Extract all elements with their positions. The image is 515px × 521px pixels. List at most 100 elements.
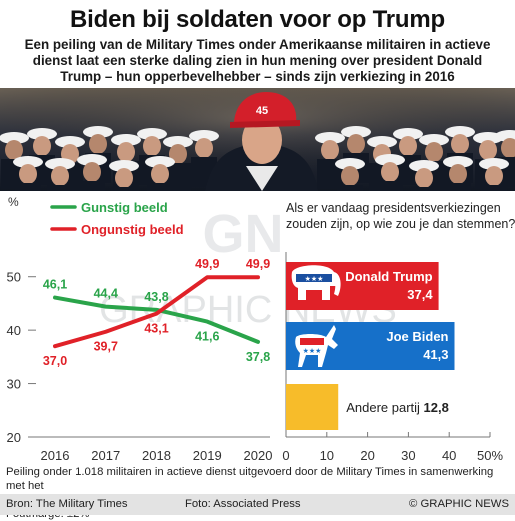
cadet-cap bbox=[445, 126, 475, 138]
footnote-line: Peiling onder 1.018 militairen in actiev… bbox=[6, 466, 494, 492]
cadet-face bbox=[485, 166, 503, 186]
cadet-face bbox=[195, 138, 213, 158]
x-tick-label: 2018 bbox=[142, 448, 171, 463]
subtitle-line: dienst laat een sterke daling zien in hu… bbox=[32, 53, 483, 68]
y-axis-label: % bbox=[8, 195, 19, 209]
cadet-cap bbox=[335, 158, 365, 170]
data-label: 41,6 bbox=[195, 330, 219, 344]
copyright: © GRAPHIC NEWS bbox=[409, 498, 509, 510]
cadet-face bbox=[341, 166, 359, 186]
bar-x-tick-label: 30 bbox=[401, 448, 415, 463]
y-tick-label: 40 bbox=[7, 323, 21, 338]
donkey-stripe bbox=[300, 338, 324, 345]
photo-credit: Foto: Associated Press bbox=[185, 498, 301, 510]
cadet-cap bbox=[409, 160, 439, 172]
svg-text:GN: GN bbox=[203, 204, 284, 264]
donkey-stars: ★★★ bbox=[303, 347, 322, 355]
cadet-cap bbox=[315, 132, 345, 144]
cadet-uniform bbox=[47, 185, 73, 191]
series-line-ongunstig bbox=[53, 275, 260, 349]
democrat-donkey-icon: ★★★ bbox=[295, 325, 338, 367]
bar-chart-bars: Donald Trump 37,4 Joe Biden 41,3 Andere part… bbox=[286, 262, 455, 430]
photo-cadets-crowd: 45 bbox=[0, 88, 515, 191]
cadet-uniform bbox=[147, 183, 173, 191]
cadet-face bbox=[115, 168, 133, 188]
x-tick-label: 2019 bbox=[193, 448, 222, 463]
cadet-uniform bbox=[411, 187, 437, 191]
cadet-uniform bbox=[111, 187, 137, 191]
cadet-cap bbox=[13, 156, 43, 168]
elephant-trunk bbox=[332, 272, 341, 296]
subtitle: Een peiling van de Military Times onder … bbox=[6, 37, 509, 85]
data-label: 39,7 bbox=[94, 340, 118, 354]
bar-row-andere: Andere partij 12,8 bbox=[286, 384, 449, 430]
legend-label-gunstig: Gunstig beeld bbox=[81, 200, 168, 215]
bar-chart-title-line-1: Als er vandaag presidentsverkiezingen bbox=[286, 201, 501, 215]
legend-label-ongunstig: Ongunstig beeld bbox=[81, 222, 184, 237]
cadet-face bbox=[151, 164, 169, 184]
y-tick-label: 30 bbox=[7, 377, 21, 392]
data-label: 49,9 bbox=[195, 257, 219, 271]
cadet-cap bbox=[77, 154, 107, 166]
legend: Gunstig beeld Ongunstig beeld bbox=[50, 200, 184, 237]
data-label: 44,4 bbox=[94, 287, 118, 301]
subtitle-line: Trump – hun opperbevelhebber – sinds zij… bbox=[60, 69, 455, 84]
photo-illustration: 45 bbox=[0, 88, 515, 191]
cap-number: 45 bbox=[256, 105, 268, 117]
cadet-face bbox=[19, 164, 37, 184]
data-label: 43,8 bbox=[144, 290, 168, 304]
data-label: 49,9 bbox=[246, 257, 270, 271]
bar-value-label: 41,3 bbox=[423, 347, 448, 362]
bar-x-tick-label: 20 bbox=[360, 448, 374, 463]
bar bbox=[286, 384, 339, 430]
cadet-cap bbox=[393, 128, 423, 140]
bar-category-label: Joe Biden bbox=[386, 329, 448, 344]
x-tick-label: 2020 bbox=[244, 448, 273, 463]
cadet-cap bbox=[419, 134, 449, 146]
cadet-face bbox=[51, 166, 69, 186]
cadet-cap bbox=[27, 128, 57, 140]
cadet-face bbox=[449, 164, 467, 184]
cadet-face bbox=[479, 140, 497, 160]
bar-x-tick-label: 10 bbox=[320, 448, 334, 463]
bar-category-label: Andere partij 12,8 bbox=[346, 400, 449, 415]
elephant-body bbox=[291, 265, 336, 300]
cadet-uniform bbox=[79, 181, 105, 191]
elephant-blanket bbox=[296, 274, 332, 282]
cadet-uniform bbox=[337, 185, 363, 191]
watermark-logo: GN bbox=[203, 204, 284, 264]
cadet-uniform bbox=[445, 183, 471, 191]
cadet-face bbox=[399, 136, 417, 156]
y-tick-label: 20 bbox=[7, 430, 21, 445]
cadet-uniform bbox=[15, 183, 41, 191]
page-title: Biden bij soldaten voor op Trump bbox=[70, 6, 445, 33]
elephant-stars: ★★★ bbox=[305, 275, 324, 283]
cadet-cap bbox=[443, 156, 473, 168]
subtitle-line: Een peiling van de Military Times onder … bbox=[24, 37, 491, 52]
cadet-cap bbox=[375, 154, 405, 166]
cadet-cap bbox=[163, 136, 193, 148]
cadet-face bbox=[117, 142, 135, 162]
line-chart-series bbox=[53, 275, 260, 349]
bar-chart-title-line-2: zouden zijn, op wie zou je dan stemmen? bbox=[286, 217, 515, 231]
cadet-uniform bbox=[481, 185, 507, 191]
cadet-cap bbox=[341, 126, 371, 138]
bar-x-tick-label: 50% bbox=[477, 448, 503, 463]
series-line-gunstig bbox=[53, 295, 260, 344]
cadet-cap bbox=[111, 134, 141, 146]
cadet-face bbox=[501, 138, 515, 158]
bar-value-label: 37,4 bbox=[407, 287, 433, 302]
cadet-cap bbox=[189, 130, 219, 142]
cadet-cap bbox=[55, 136, 85, 148]
data-label: 37,8 bbox=[246, 350, 270, 364]
cadet-face bbox=[89, 134, 107, 154]
cadet-face bbox=[381, 162, 399, 182]
donkey-body bbox=[295, 325, 338, 367]
cadet-cap bbox=[83, 126, 113, 138]
cadet-face bbox=[143, 136, 161, 156]
x-tick-label: 2016 bbox=[41, 448, 70, 463]
data-label: 43,1 bbox=[144, 322, 168, 336]
bar-category-label: Donald Trump bbox=[345, 269, 432, 284]
cadet-face bbox=[347, 134, 365, 154]
